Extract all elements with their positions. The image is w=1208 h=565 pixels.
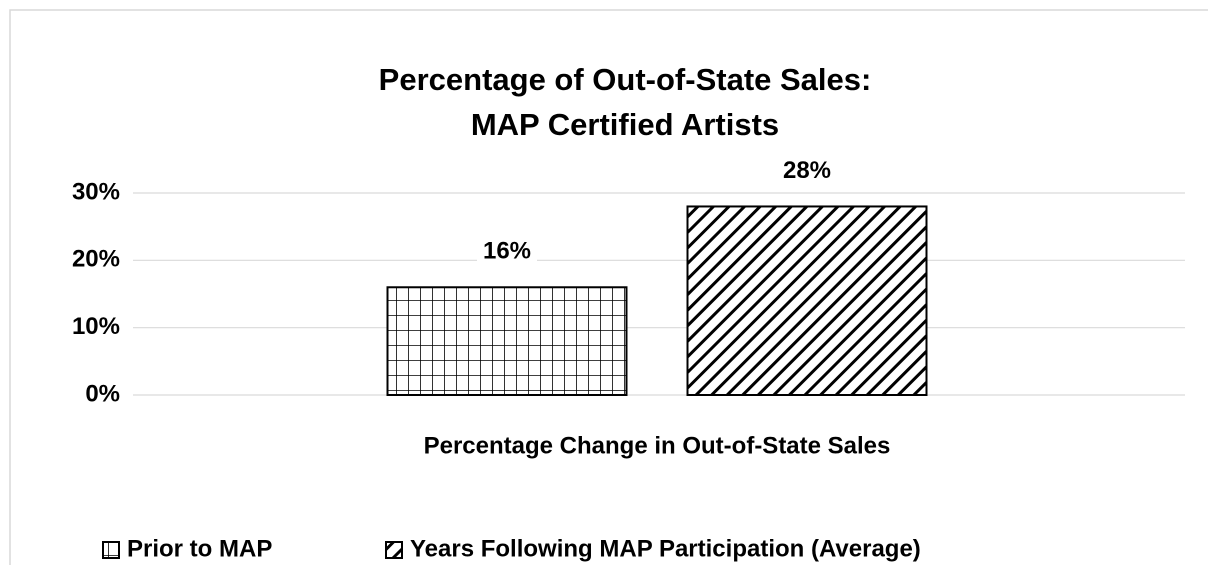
value-label: 16% — [483, 238, 531, 265]
y-tick-label: 10% — [72, 313, 120, 340]
chart-title: MAP Certified Artists — [471, 107, 779, 142]
legend-swatch — [385, 541, 403, 559]
legend-label: Years Following MAP Participation (Avera… — [410, 535, 921, 562]
value-label-bg — [476, 235, 538, 267]
legend-label: Prior to MAP — [127, 535, 272, 562]
value-label-bg — [776, 154, 838, 186]
x-tick-label: Percentage Change in Out-of-State Sales — [424, 432, 891, 459]
bar — [686, 205, 928, 396]
chart-title: Percentage of Out-of-State Sales: — [379, 62, 872, 97]
chart-frame — [9, 9, 1208, 565]
y-tick-label: 30% — [72, 178, 120, 205]
bar — [386, 286, 628, 396]
y-tick-label: 20% — [72, 246, 120, 273]
value-label: 28% — [783, 157, 831, 184]
y-tick-label: 0% — [85, 380, 120, 407]
legend-swatch — [102, 541, 120, 559]
